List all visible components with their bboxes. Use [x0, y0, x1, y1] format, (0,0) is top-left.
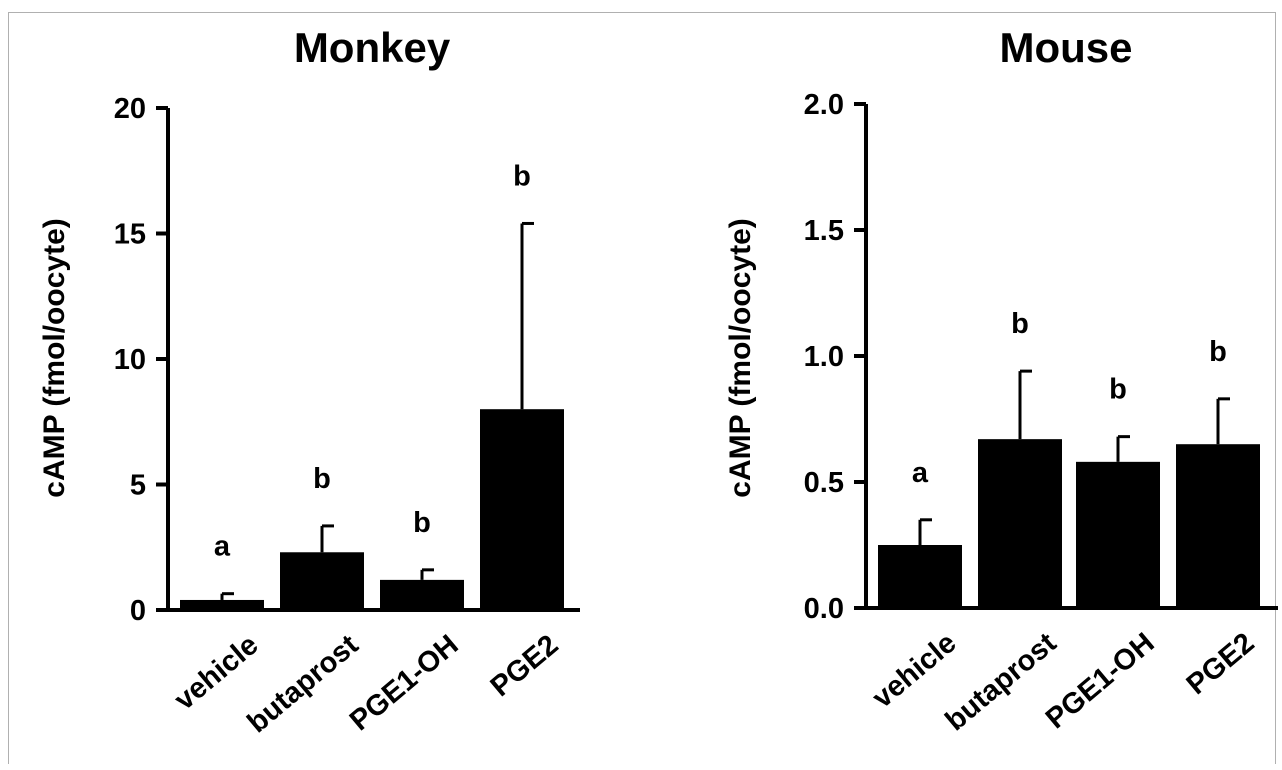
- chart-mouse: Mouse cAMP (fmol/oocyte) 0.0 0.5 1.0 1.5 2.0…: [724, 24, 1278, 737]
- x-tick-label: butaprost: [241, 629, 364, 740]
- bar: [1176, 444, 1260, 608]
- significance-label: a: [214, 531, 231, 563]
- y-axis-label: cAMP (fmol/oocyte): [38, 218, 71, 497]
- x-tick-label: vehicle: [867, 627, 963, 715]
- significance-label: b: [313, 463, 331, 495]
- significance-label: b: [1209, 336, 1227, 368]
- y-tick-label: 2.0: [804, 89, 844, 121]
- significance-label: b: [1011, 308, 1029, 340]
- x-tick-label: PGE2: [485, 629, 565, 703]
- y-tick-label: 10: [114, 344, 146, 376]
- x-tick-label: PGE1-OH: [1040, 627, 1161, 735]
- y-tick-label: 5: [130, 470, 146, 502]
- significance-label: b: [1109, 374, 1127, 406]
- y-tick-label: 20: [114, 93, 146, 125]
- chart-title: Mouse: [999, 24, 1132, 71]
- x-tick-label: butaprost: [939, 627, 1062, 738]
- bar: [280, 552, 364, 610]
- bar: [978, 439, 1062, 608]
- y-tick-label: 1.5: [804, 215, 844, 247]
- y-tick-label: 0.0: [804, 593, 844, 625]
- chart-title: Monkey: [294, 24, 451, 71]
- x-tick-label: PGE1-OH: [344, 629, 465, 737]
- y-tick-label: 15: [114, 219, 146, 251]
- bar: [1076, 461, 1160, 608]
- y-tick-label: 0: [130, 595, 146, 627]
- significance-label: b: [513, 160, 531, 192]
- x-tick-label: vehicle: [169, 629, 265, 717]
- significance-label: a: [912, 457, 929, 489]
- y-tick-label: 0.5: [804, 467, 844, 499]
- y-tick-label: 1.0: [804, 341, 844, 373]
- significance-label: b: [413, 507, 431, 539]
- figure-frame: [8, 12, 1276, 764]
- bar: [480, 409, 564, 610]
- x-tick-label: PGE2: [1181, 627, 1261, 701]
- chart-monkey: Monkey cAMP (fmol/oocyte) 0 5 10 15 20 a vehic…: [38, 24, 580, 739]
- bar: [380, 579, 464, 610]
- bar: [180, 599, 264, 610]
- bar: [878, 545, 962, 608]
- y-axis-label: cAMP (fmol/oocyte): [724, 218, 757, 497]
